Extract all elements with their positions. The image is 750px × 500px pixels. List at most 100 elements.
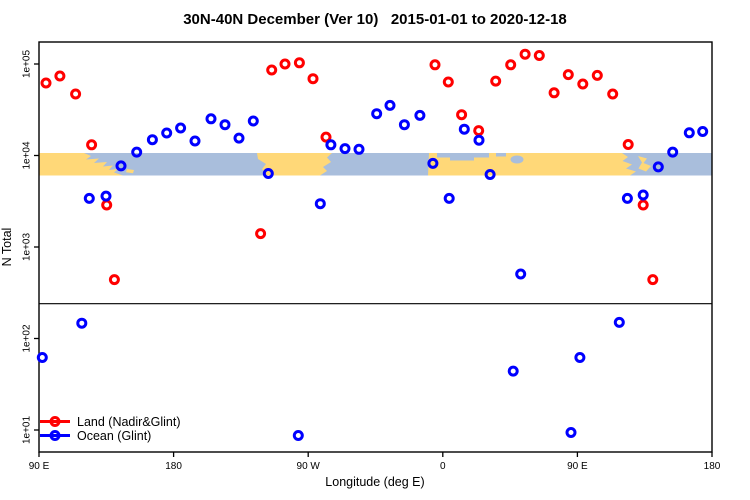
legend-marker-land [49, 416, 61, 427]
land-data-point [101, 199, 113, 211]
x-tick-label: 180 [165, 461, 182, 472]
y-tick-label: 1e+05 [22, 50, 33, 79]
x-axis-ticks: 90 E 180 90 W 0 90 E 180 [29, 452, 721, 472]
land-data-point [456, 109, 468, 121]
ocean-data-point [613, 316, 625, 328]
ocean-data-point [443, 192, 455, 204]
ocean-data-point [473, 134, 485, 146]
land-data-point [279, 58, 291, 70]
land-data-point [108, 274, 120, 286]
ocean-data-point [83, 192, 95, 204]
ocean-data-point [667, 146, 679, 158]
ocean-data-point [189, 135, 201, 147]
ocean-data-point [683, 127, 695, 139]
ocean-data-point [621, 192, 633, 204]
ocean-data-point [515, 268, 527, 280]
land-data-point [490, 75, 502, 87]
land-data-point [591, 69, 603, 81]
y-tick-label: 1e+02 [22, 324, 33, 353]
legend-item-ocean: Ocean (Glint) [40, 429, 151, 443]
x-tick-label: 180 [704, 461, 721, 472]
x-tick-label: 90 W [297, 461, 321, 472]
ocean-data-point [427, 157, 439, 169]
plot-box [38, 41, 713, 453]
y-axis-title: N Total [0, 228, 14, 267]
ocean-data-point [115, 160, 127, 172]
land-shape-japan-left [126, 169, 134, 174]
ocean-data-point [652, 161, 664, 173]
ocean-data-point [76, 317, 88, 329]
mediterranean-sea-shape [437, 153, 489, 158]
ocean-data-point [292, 430, 304, 441]
land-data-point [622, 139, 634, 150]
land-data-point [473, 125, 485, 137]
land-data-point [320, 131, 332, 143]
land-data-point [70, 88, 82, 100]
caspian-sea-shape [510, 155, 524, 164]
ocean-data-point [247, 115, 259, 127]
y-tick-label: 1e+01 [22, 416, 33, 445]
land-data-point [307, 73, 319, 85]
land-data-point [505, 59, 517, 71]
ocean-data-point [507, 365, 519, 377]
y-tick-label: 1e+03 [22, 233, 33, 262]
ocean-data-point [398, 119, 410, 131]
x-tick-label: 0 [440, 461, 446, 472]
ocean-data-point [219, 119, 231, 131]
land-shape-north-america [257, 153, 332, 176]
land-data-point [577, 78, 589, 90]
land-data-point [54, 70, 66, 82]
ocean-data-point [339, 143, 351, 155]
ocean-data-point [161, 127, 173, 139]
ocean-data-point [205, 113, 217, 125]
legend-marker-ocean [49, 430, 61, 441]
land-shape-africa-eurasia [428, 153, 636, 176]
ocean-data-point [697, 126, 709, 137]
ocean-data-point [371, 108, 383, 120]
ocean-data-point [565, 427, 577, 438]
land-data-point [40, 77, 52, 89]
ocean-data-point [484, 169, 496, 180]
x-tick-label: 90 E [567, 461, 588, 472]
map-strip [39, 153, 712, 176]
land-data-point [647, 274, 659, 286]
land-data-point [293, 57, 305, 69]
legend-label-ocean: Ocean (Glint) [77, 429, 151, 443]
ocean-data-point [458, 123, 470, 135]
land-data-point [637, 199, 649, 211]
ocean-data-point [325, 139, 337, 151]
y-axis-ticks: 1e+05 1e+04 1e+03 1e+02 1e+01 [22, 50, 39, 445]
ocean-data-point [314, 198, 326, 210]
y-tick-label: 1e+04 [22, 141, 33, 170]
x-tick-label: 90 E [29, 461, 50, 472]
x-axis-title: Longitude (deg E) [325, 475, 424, 489]
legend-item-land: Land (Nadir&Glint) [40, 415, 181, 429]
aegean-sea-shape [496, 153, 506, 157]
ocean-data-point [100, 190, 112, 202]
chart-title: 30N-40N December (Ver 10) 2015-01-01 to … [183, 11, 567, 28]
land-data-point [86, 139, 98, 151]
land-shape-japan-right [638, 156, 651, 172]
land-data-point [533, 50, 545, 61]
land-data-point [429, 59, 441, 71]
ocean-data-point [36, 352, 48, 363]
ocean-data-point [262, 168, 274, 179]
ocean-data-point [414, 109, 426, 121]
ocean-data-point [175, 122, 187, 134]
ocean-data-point [353, 143, 365, 155]
legend: Land (Nadir&Glint) Ocean (Glint) [40, 415, 181, 443]
ocean-data-point [146, 134, 158, 146]
ocean-data-point [384, 99, 396, 111]
land-shape-asia [39, 153, 123, 176]
land-data-point [255, 228, 267, 240]
ocean-data-point [131, 146, 143, 158]
ocean-data-point [233, 132, 245, 144]
land-data-point [562, 69, 574, 81]
land-data-point [442, 76, 454, 88]
land-data-point [548, 87, 560, 99]
data-points [36, 48, 709, 441]
ocean-data-point [574, 352, 586, 363]
legend-label-land: Land (Nadir&Glint) [77, 415, 181, 429]
